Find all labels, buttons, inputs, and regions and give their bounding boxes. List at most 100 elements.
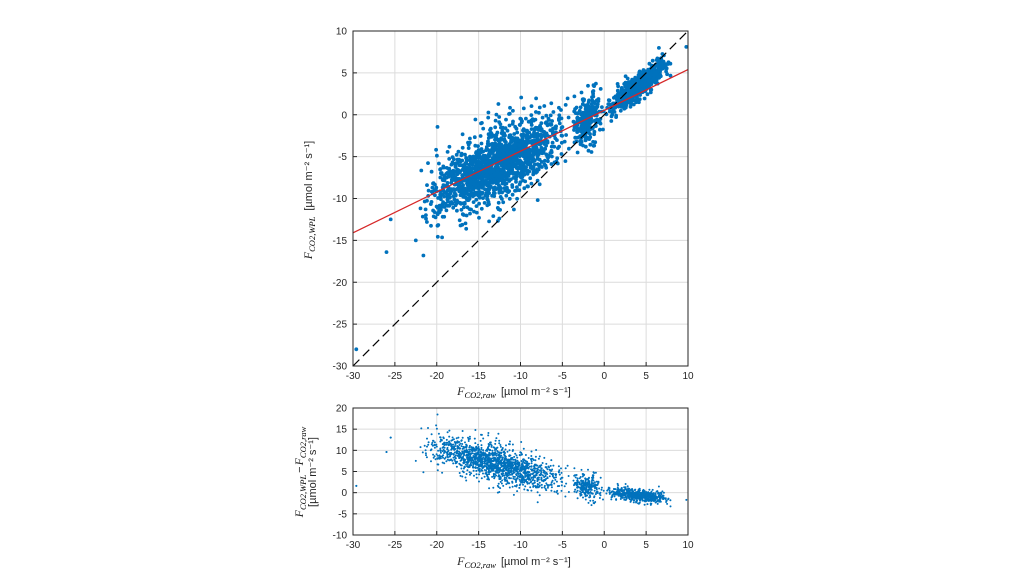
scatter-point xyxy=(486,136,491,140)
difference-point xyxy=(478,480,480,483)
difference-point xyxy=(424,452,427,455)
difference-point xyxy=(528,462,531,465)
difference-point xyxy=(641,491,644,494)
scatter-point xyxy=(587,98,591,103)
difference-point xyxy=(470,472,473,475)
scatter-point xyxy=(525,153,530,158)
scatter-point xyxy=(511,108,515,113)
scatter-point xyxy=(539,150,544,154)
difference-point xyxy=(468,466,471,468)
difference-point xyxy=(436,457,439,460)
scatter-point xyxy=(607,109,612,114)
difference-point xyxy=(439,440,442,443)
difference-point xyxy=(442,436,445,439)
scatter-point xyxy=(488,159,493,164)
difference-point xyxy=(480,477,483,480)
scatter-point xyxy=(637,81,641,86)
scatter-point xyxy=(501,175,506,180)
scatter-point xyxy=(567,146,571,151)
difference-point xyxy=(420,427,423,430)
difference-point xyxy=(643,499,646,502)
difference-point xyxy=(666,502,669,505)
difference-point xyxy=(502,474,505,477)
scatter-point xyxy=(626,88,631,93)
difference-point xyxy=(553,476,556,479)
difference-point xyxy=(355,484,358,487)
scatter-point xyxy=(658,69,662,73)
difference-point xyxy=(528,465,531,468)
scatter-point xyxy=(614,113,618,118)
top-x-tick-label: -20 xyxy=(430,371,445,382)
scatter-point xyxy=(474,152,479,157)
scatter-point xyxy=(504,140,508,145)
scatter-point xyxy=(458,193,463,198)
scatter-point xyxy=(618,108,623,113)
difference-point xyxy=(456,449,459,452)
difference-point xyxy=(633,489,636,492)
difference-point xyxy=(643,496,646,499)
difference-point xyxy=(477,449,480,452)
difference-point xyxy=(574,476,577,479)
difference-point xyxy=(542,474,544,477)
difference-point xyxy=(632,492,635,495)
difference-point xyxy=(500,454,503,457)
difference-point xyxy=(560,471,563,474)
difference-point xyxy=(446,446,449,449)
scatter-point xyxy=(491,146,496,150)
difference-point xyxy=(576,489,579,492)
difference-point xyxy=(504,455,507,458)
difference-point xyxy=(533,479,536,482)
scatter-point xyxy=(469,191,474,196)
scatter-point xyxy=(531,151,536,156)
scatter-point xyxy=(484,145,489,149)
scatter-point xyxy=(642,82,647,87)
difference-point xyxy=(508,443,511,446)
difference-point xyxy=(623,498,626,501)
difference-point xyxy=(639,499,642,502)
svg-text:FCO2,WPL−FCO2,raw: FCO2,WPL−FCO2,raw xyxy=(292,426,308,518)
scatter-point xyxy=(455,176,460,181)
difference-point xyxy=(459,455,462,457)
scatter-point xyxy=(489,174,494,179)
difference-point xyxy=(552,464,555,467)
scatter-point xyxy=(510,192,515,197)
difference-point xyxy=(495,471,498,474)
difference-point xyxy=(528,482,531,485)
difference-point xyxy=(638,490,641,492)
scatter-point xyxy=(587,128,592,133)
scatter-point xyxy=(594,81,598,86)
difference-point xyxy=(434,458,437,461)
scatter-point xyxy=(470,158,475,163)
difference-point xyxy=(489,449,492,452)
difference-point xyxy=(449,453,452,456)
difference-point xyxy=(543,470,546,472)
difference-point xyxy=(484,453,487,456)
difference-point xyxy=(520,451,523,454)
difference-point xyxy=(496,464,499,467)
difference-point xyxy=(487,461,490,464)
scatter-point xyxy=(465,187,470,191)
scatter-point xyxy=(495,166,500,171)
scatter-point xyxy=(472,193,476,198)
difference-point xyxy=(441,446,444,449)
top-points xyxy=(354,45,689,352)
scatter-point xyxy=(549,101,554,106)
scatter-point xyxy=(512,207,516,212)
difference-point xyxy=(611,490,614,493)
difference-point xyxy=(649,492,652,494)
difference-point xyxy=(487,477,490,480)
scatter-point xyxy=(499,125,503,130)
difference-point xyxy=(585,488,588,491)
difference-point xyxy=(500,469,503,472)
scatter-point xyxy=(459,188,464,193)
scatter-point xyxy=(550,140,555,145)
scatter-point xyxy=(487,187,492,192)
scatter-point xyxy=(445,150,450,154)
difference-point xyxy=(581,484,583,487)
scatter-point xyxy=(474,197,479,202)
difference-point xyxy=(573,474,576,477)
top-y-tick-label: -30 xyxy=(333,362,348,373)
difference-point xyxy=(489,461,492,464)
